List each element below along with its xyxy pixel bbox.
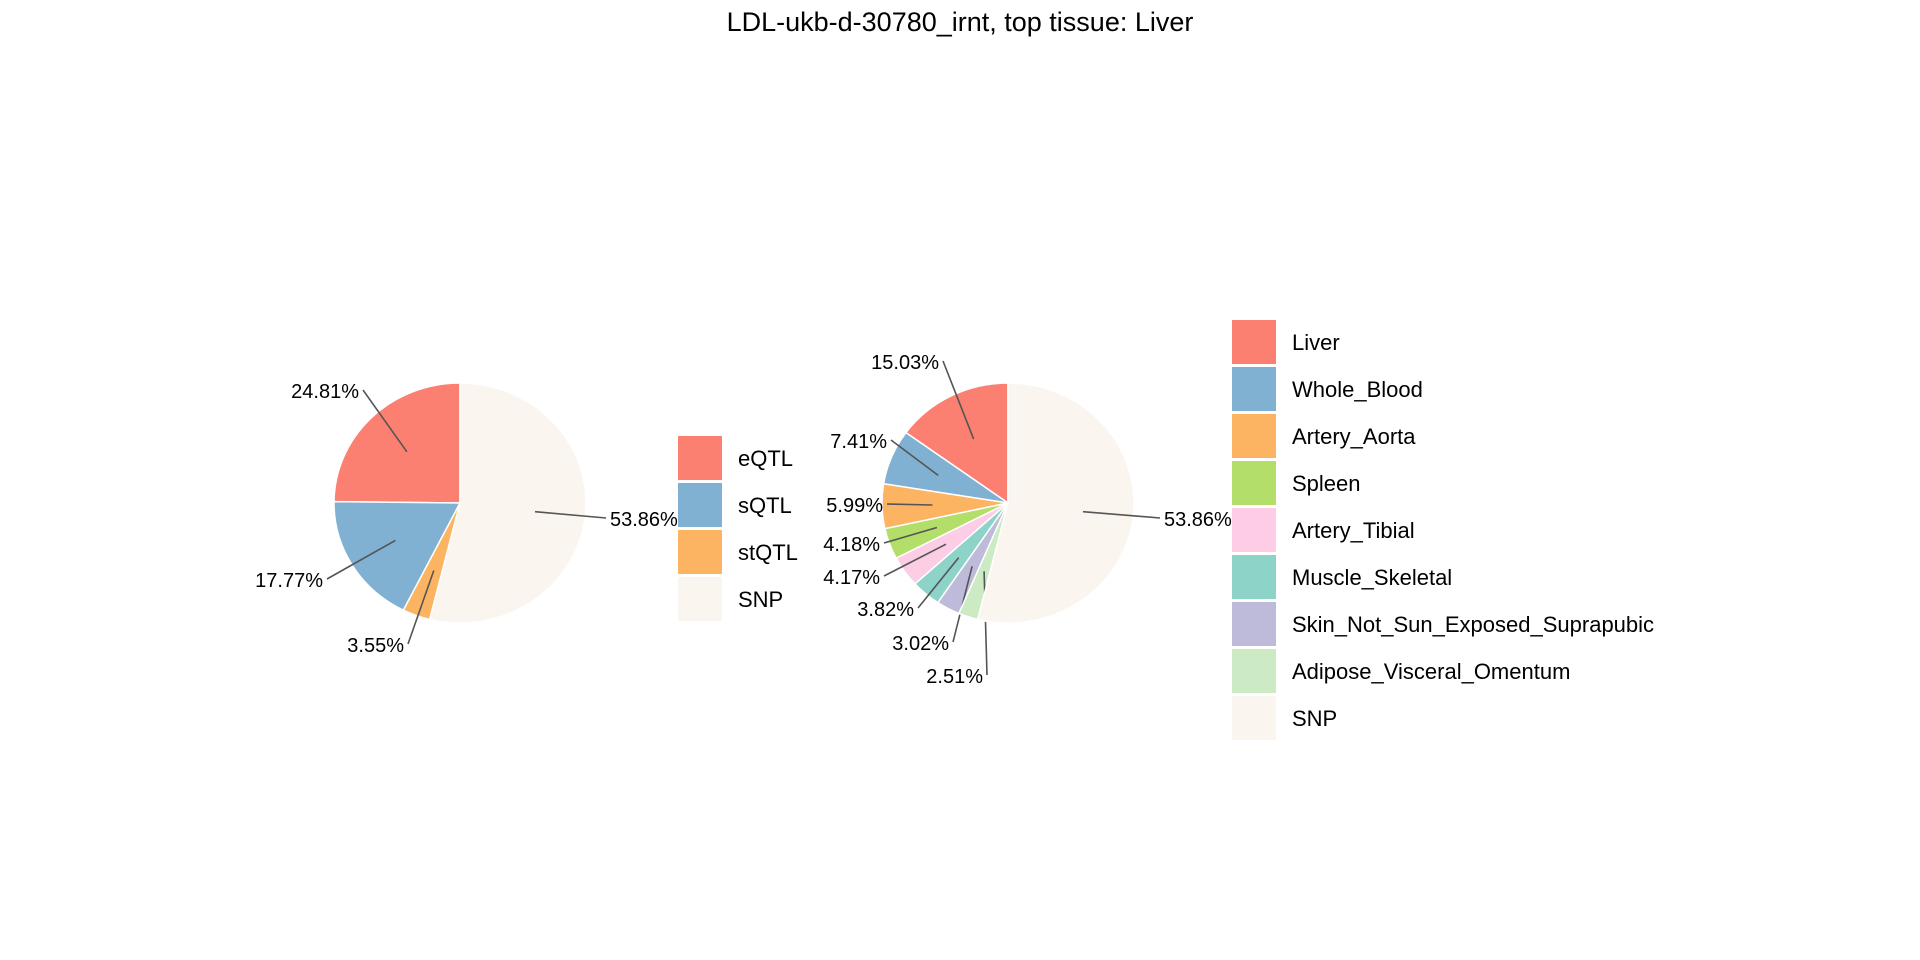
pie-chart-tissues: 15.03% 7.41% 5.99% 4.18% 4.17% 3.82% 3.02% 2.51… xyxy=(823,352,1232,688)
slice-label-snp: 53.86% xyxy=(1164,509,1232,531)
slice-label-eqtl: 24.81% xyxy=(291,381,359,403)
legend-label-sqtl: sQTL xyxy=(738,493,792,518)
legend-label-spleen: Spleen xyxy=(1292,471,1361,496)
legend-item-muscle-skeletal: Muscle_Skeletal xyxy=(1232,555,1452,599)
legend-swatch-whole-blood xyxy=(1232,367,1276,411)
slice-label-adipose-visceral-omentum: 2.51% xyxy=(926,666,983,688)
legend-swatch-artery-aorta xyxy=(1232,414,1276,458)
legend-swatch-sqtl xyxy=(678,483,722,527)
slice-label-snp: 53.86% xyxy=(610,509,678,531)
legend-label-stqtl: stQTL xyxy=(738,540,798,565)
legend-swatch-spleen xyxy=(1232,461,1276,505)
legend-label-eqtl: eQTL xyxy=(738,446,793,471)
legend-swatch-liver xyxy=(1232,320,1276,364)
legend-swatch-skin-not-sun-exposed-suprapubic xyxy=(1232,602,1276,646)
pie-chart-qtl-types: 24.81% 17.77% 3.55% 53.86% xyxy=(255,381,678,657)
slice-label-sqtl: 17.77% xyxy=(255,570,323,592)
legend-item-snp: SNP xyxy=(1232,696,1337,740)
legend-swatch-stqtl xyxy=(678,530,722,574)
legend-label-snp: SNP xyxy=(738,587,783,612)
slice-label-artery-tibial: 4.17% xyxy=(823,567,880,589)
chart-title: LDL-ukb-d-30780_irnt, top tissue: Liver xyxy=(727,7,1194,37)
legend-swatch-snp xyxy=(678,577,722,621)
legend-qtl-types: eQTL sQTL stQTL SNP xyxy=(678,436,798,621)
slice-label-spleen: 4.18% xyxy=(823,534,880,556)
slice-label-stqtl: 3.55% xyxy=(347,635,404,657)
legend-label-muscle-skeletal: Muscle_Skeletal xyxy=(1292,565,1452,590)
leader-line-artery-aorta xyxy=(887,504,932,505)
legend-swatch-adipose-visceral-omentum xyxy=(1232,649,1276,693)
legend-item-stqtl: stQTL xyxy=(678,530,798,574)
legend-tissues: Liver Whole_Blood Artery_Aorta Spleen Artery… xyxy=(1232,320,1654,740)
slice-label-skin-not-sun-exposed-suprapubic: 3.02% xyxy=(892,633,949,655)
legend-label-artery-tibial: Artery_Tibial xyxy=(1292,518,1415,543)
legend-label-adipose-visceral-omentum: Adipose_Visceral_Omentum xyxy=(1292,659,1570,684)
legend-swatch-eqtl xyxy=(678,436,722,480)
legend-item-whole-blood: Whole_Blood xyxy=(1232,367,1423,411)
legend-label-snp: SNP xyxy=(1292,706,1337,731)
legend-label-artery-aorta: Artery_Aorta xyxy=(1292,424,1416,449)
legend-item-spleen: Spleen xyxy=(1232,461,1361,505)
legend-item-adipose-visceral-omentum: Adipose_Visceral_Omentum xyxy=(1232,649,1570,693)
slice-label-artery-aorta: 5.99% xyxy=(826,495,883,517)
legend-swatch-muscle-skeletal xyxy=(1232,555,1276,599)
slice-label-muscle-skeletal: 3.82% xyxy=(857,599,914,621)
legend-item-sqtl: sQTL xyxy=(678,483,792,527)
slice-label-whole-blood: 7.41% xyxy=(830,431,887,453)
legend-item-artery-tibial: Artery_Tibial xyxy=(1232,508,1415,552)
legend-label-skin-not-sun-exposed-suprapubic: Skin_Not_Sun_Exposed_Suprapubic xyxy=(1292,612,1654,637)
legend-swatch-snp xyxy=(1232,696,1276,740)
legend-item-skin-not-sun-exposed-suprapubic: Skin_Not_Sun_Exposed_Suprapubic xyxy=(1232,602,1654,646)
legend-item-liver: Liver xyxy=(1232,320,1340,364)
slice-label-liver: 15.03% xyxy=(871,352,939,374)
legend-item-artery-aorta: Artery_Aorta xyxy=(1232,414,1416,458)
legend-label-liver: Liver xyxy=(1292,330,1340,355)
legend-swatch-artery-tibial xyxy=(1232,508,1276,552)
legend-label-whole-blood: Whole_Blood xyxy=(1292,377,1423,402)
legend-item-snp: SNP xyxy=(678,577,783,621)
legend-item-eqtl: eQTL xyxy=(678,436,793,480)
